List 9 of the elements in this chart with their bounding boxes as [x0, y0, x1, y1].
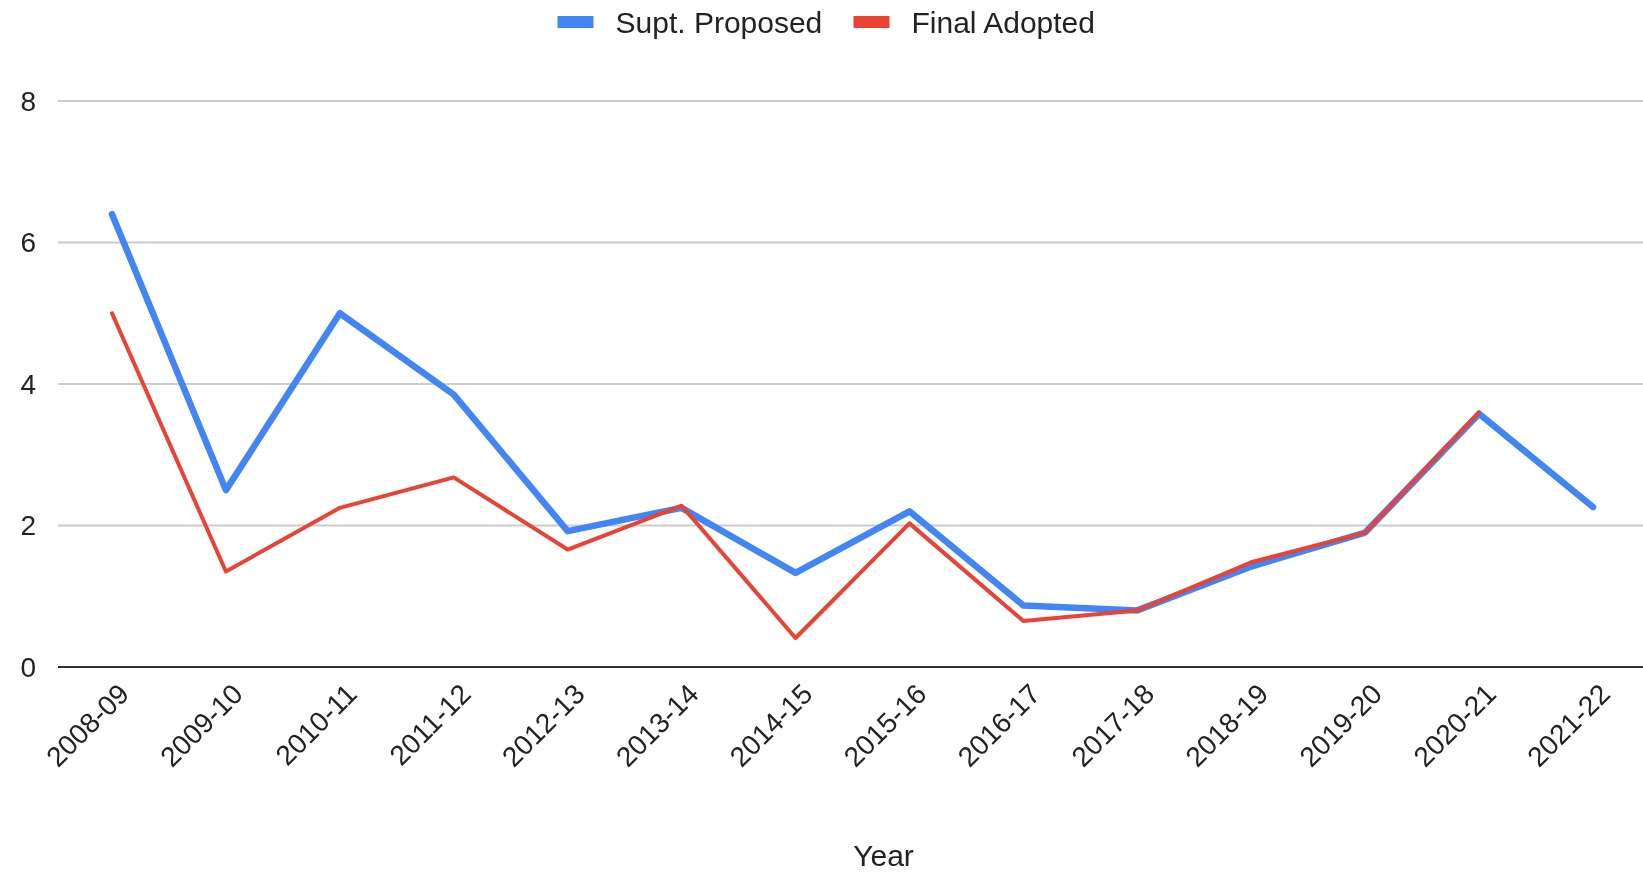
- y-tick-label: 4: [20, 368, 36, 400]
- y-tick-label: 6: [20, 227, 36, 258]
- line-series: [110, 311, 1482, 640]
- y-tick-label: 8: [20, 85, 36, 117]
- legend-label: Supt. Proposed: [615, 5, 823, 39]
- y-tick-label: 2: [20, 510, 36, 541]
- x-axis-title: Year: [853, 839, 914, 872]
- y-tick-label: 0: [20, 651, 36, 683]
- legend-label: Final Adopted: [911, 5, 1095, 39]
